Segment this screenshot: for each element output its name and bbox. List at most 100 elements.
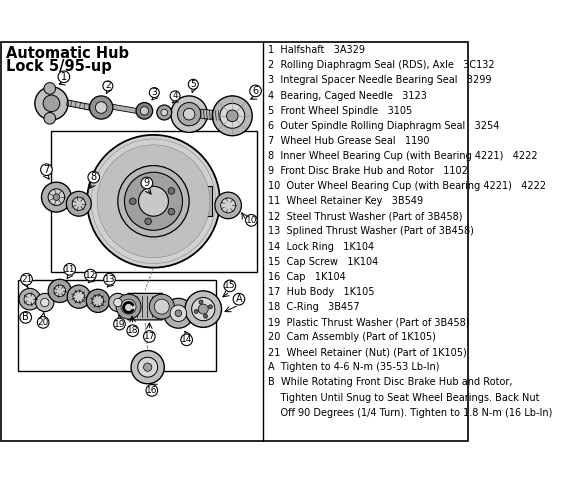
Text: 2  Rolling Diaphragm Seal (RDS), Axle   3C132: 2 Rolling Diaphragm Seal (RDS), Axle 3C1…	[268, 60, 494, 71]
Circle shape	[108, 293, 127, 312]
Circle shape	[171, 96, 207, 132]
Circle shape	[138, 357, 158, 377]
Circle shape	[48, 189, 65, 205]
Circle shape	[136, 102, 153, 119]
Circle shape	[145, 218, 151, 225]
Circle shape	[170, 305, 186, 322]
Text: Automatic Hub: Automatic Hub	[6, 46, 129, 61]
Circle shape	[149, 294, 174, 319]
Circle shape	[36, 293, 54, 312]
Circle shape	[208, 305, 212, 309]
Circle shape	[233, 293, 245, 305]
Text: Tighten Until Snug to Seat Wheel Bearings. Back Nut: Tighten Until Snug to Seat Wheel Bearing…	[268, 393, 539, 402]
Circle shape	[185, 291, 221, 327]
Text: 17: 17	[144, 332, 155, 341]
Circle shape	[43, 95, 60, 112]
Text: 19: 19	[114, 320, 125, 328]
Circle shape	[72, 197, 85, 211]
Circle shape	[67, 285, 90, 308]
Text: 2: 2	[105, 82, 111, 90]
Text: B: B	[23, 313, 29, 323]
Polygon shape	[201, 109, 227, 121]
Circle shape	[86, 289, 110, 313]
Text: 14  Lock Ring   1K104: 14 Lock Ring 1K104	[268, 242, 373, 252]
Text: 12  Steel Thrust Washer (Part of 3B458): 12 Steel Thrust Washer (Part of 3B458)	[268, 212, 462, 221]
FancyBboxPatch shape	[128, 293, 163, 320]
Circle shape	[20, 312, 32, 323]
Text: 3  Integral Spacer Needle Bearing Seal   3299: 3 Integral Spacer Needle Bearing Seal 32…	[268, 75, 491, 85]
Circle shape	[154, 299, 170, 314]
Circle shape	[144, 331, 155, 342]
Circle shape	[95, 102, 107, 114]
Circle shape	[90, 96, 113, 119]
Circle shape	[138, 186, 168, 216]
Circle shape	[41, 182, 71, 212]
Text: 6  Outer Spindle Rolling Diaphragm Seal   3254: 6 Outer Spindle Rolling Diaphragm Seal 3…	[268, 121, 499, 131]
Text: 1  Halfshaft   3A329: 1 Halfshaft 3A329	[268, 45, 364, 55]
Circle shape	[37, 316, 49, 328]
Circle shape	[19, 288, 41, 310]
Circle shape	[54, 285, 66, 297]
Circle shape	[41, 298, 49, 307]
Text: Off 90 Degrees (1/4 Turn). Tighten to 1.8 N-m (16 Lb-In): Off 90 Degrees (1/4 Turn). Tighten to 1.…	[268, 408, 552, 418]
Circle shape	[188, 79, 198, 89]
Text: 3: 3	[151, 88, 157, 97]
Text: 9: 9	[144, 178, 150, 188]
Circle shape	[194, 309, 198, 313]
Circle shape	[58, 71, 69, 83]
Text: 8  Inner Wheel Bearing Cup (with Bearing 4221)   4222: 8 Inner Wheel Bearing Cup (with Bearing …	[268, 151, 537, 161]
Circle shape	[198, 304, 208, 314]
Text: 12: 12	[85, 270, 96, 280]
Circle shape	[140, 107, 149, 115]
Text: 16  Cap   1K104: 16 Cap 1K104	[268, 272, 345, 282]
Text: 5: 5	[190, 80, 196, 89]
Circle shape	[250, 85, 262, 97]
Circle shape	[131, 351, 164, 384]
Text: 5  Front Wheel Spindle   3105: 5 Front Wheel Spindle 3105	[268, 106, 412, 116]
Text: 15: 15	[224, 282, 236, 290]
Circle shape	[170, 91, 180, 101]
Circle shape	[184, 108, 195, 120]
Text: 13: 13	[104, 275, 115, 284]
Text: 21: 21	[21, 275, 32, 284]
Polygon shape	[168, 186, 211, 216]
Circle shape	[192, 298, 215, 321]
Circle shape	[161, 109, 168, 116]
Circle shape	[97, 145, 210, 257]
Circle shape	[64, 264, 76, 275]
Circle shape	[44, 113, 55, 124]
Circle shape	[103, 81, 113, 91]
Text: 4  Bearing, Caged Needle   3123: 4 Bearing, Caged Needle 3123	[268, 91, 427, 100]
Circle shape	[66, 191, 92, 216]
Text: 1: 1	[61, 72, 67, 82]
Circle shape	[104, 273, 115, 285]
Text: 20: 20	[37, 318, 49, 327]
Text: 19  Plastic Thrust Washer (Part of 3B458): 19 Plastic Thrust Washer (Part of 3B458)	[268, 317, 469, 327]
Text: 18  C-Ring   3B457: 18 C-Ring 3B457	[268, 302, 359, 312]
Text: 9  Front Disc Brake Hub and Rotor   1102: 9 Front Disc Brake Hub and Rotor 1102	[268, 166, 467, 176]
Circle shape	[118, 166, 189, 237]
Circle shape	[149, 87, 159, 98]
Circle shape	[41, 164, 53, 175]
Circle shape	[177, 102, 201, 126]
Polygon shape	[64, 99, 97, 112]
Circle shape	[141, 177, 153, 189]
Circle shape	[246, 214, 257, 226]
Text: 20  Cam Assembly (Part of 1K105): 20 Cam Assembly (Part of 1K105)	[268, 332, 436, 342]
Text: 13  Splined Thrust Washer (Part of 3B458): 13 Splined Thrust Washer (Part of 3B458)	[268, 227, 473, 237]
Polygon shape	[112, 104, 141, 114]
Circle shape	[114, 298, 122, 307]
Text: 11: 11	[64, 265, 76, 274]
Circle shape	[221, 198, 236, 213]
Circle shape	[87, 135, 220, 268]
Circle shape	[146, 384, 158, 396]
Text: 14: 14	[181, 335, 192, 344]
Text: Lock 5/95-up: Lock 5/95-up	[6, 59, 111, 74]
Text: 7: 7	[44, 165, 50, 175]
Text: 4: 4	[172, 91, 178, 100]
Text: 18: 18	[127, 326, 138, 335]
Circle shape	[121, 299, 136, 314]
Circle shape	[181, 334, 193, 346]
Text: A  Tighten to 4-6 N-m (35-53 Lb-In): A Tighten to 4-6 N-m (35-53 Lb-In)	[268, 362, 439, 372]
Circle shape	[73, 291, 85, 302]
